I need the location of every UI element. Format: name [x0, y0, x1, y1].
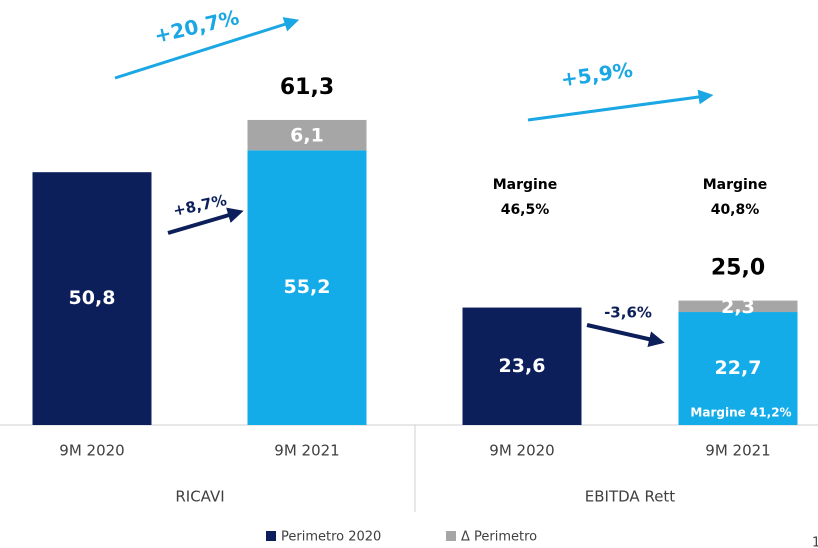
growth-arrow [586, 323, 665, 348]
bar-segment [247, 150, 367, 425]
annotation: Margine 41,2% [690, 406, 791, 420]
legend-swatch [446, 531, 456, 541]
annotation: +8,7% [172, 191, 229, 220]
total-label: 25,0 [711, 256, 765, 281]
annotation: Margine [703, 177, 768, 193]
bar-segment [462, 307, 582, 425]
annotation: Margine [493, 177, 558, 193]
bar-segment [678, 312, 798, 425]
legend-label: Perimetro 2020 [281, 530, 381, 545]
group-label: RICAVI [175, 488, 224, 506]
annotation: 40,8% [711, 202, 760, 218]
annotation: 46,5% [501, 202, 550, 218]
legend-label: Δ Perimetro [461, 530, 537, 545]
value-label: 50,8 [69, 287, 116, 309]
growth-arrow [527, 89, 714, 122]
x-tick-label: 9M 2020 [59, 442, 124, 460]
bar-segment [32, 172, 152, 425]
growth-arrow [114, 17, 300, 80]
value-label: 2,3 [721, 296, 755, 318]
x-tick-label: 9M 2021 [705, 442, 770, 460]
value-label: 22,7 [715, 357, 762, 379]
bar-segment [247, 119, 367, 151]
bar-segment [678, 300, 798, 313]
annotation: +5,9% [559, 58, 634, 92]
value-label: 55,2 [284, 276, 331, 298]
annotation: -3,6% [604, 304, 652, 322]
value-label: 23,6 [499, 355, 546, 377]
page-number: 1 [812, 536, 818, 548]
x-tick-label: 9M 2021 [274, 442, 339, 460]
legend-swatch [266, 531, 276, 541]
total-label: 61,3 [280, 75, 334, 100]
growth-arrow [167, 207, 244, 235]
x-tick-label: 9M 2020 [489, 442, 554, 460]
group-label: EBITDA Rett [585, 488, 676, 506]
value-label: 6,1 [290, 125, 324, 147]
